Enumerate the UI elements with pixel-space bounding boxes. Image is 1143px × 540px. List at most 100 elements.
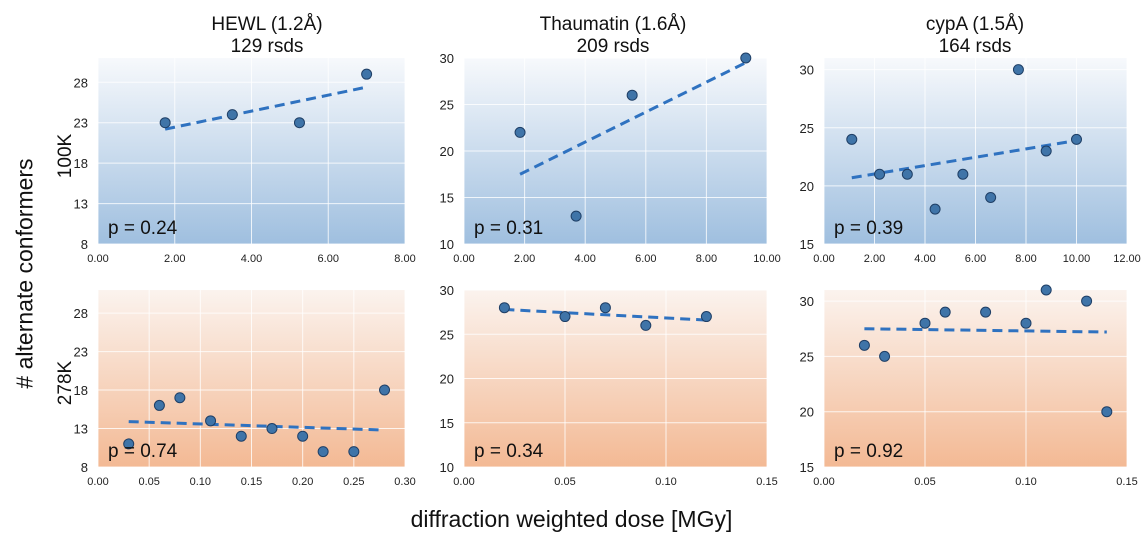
x-tick-label: 2.00 — [514, 253, 535, 265]
x-tick-label: 12.00 — [1113, 253, 1141, 265]
data-point — [957, 168, 969, 180]
x-tick-label: 8.00 — [1015, 253, 1036, 265]
x-tick-label: 8.00 — [394, 253, 415, 265]
data-point — [205, 415, 217, 427]
data-point — [1012, 64, 1024, 76]
data-point — [939, 306, 951, 318]
x-tick-label: 0.15 — [1116, 476, 1137, 488]
x-tick-label: 4.00 — [914, 253, 935, 265]
trend-line — [504, 307, 707, 322]
column-title-line1: Thaumatin (1.6Å) — [539, 14, 687, 35]
x-tick-label: 0.00 — [87, 476, 108, 488]
data-point — [153, 399, 165, 411]
column-title-hewl: HEWL (1.2Å) 129 rsds — [117, 14, 417, 58]
x-tick-label: 8.00 — [696, 253, 717, 265]
data-point — [514, 126, 526, 138]
x-tick-label: 10.00 — [1063, 253, 1091, 265]
y-tick-label: 18 — [74, 383, 88, 398]
x-tick-label: 0.20 — [292, 476, 313, 488]
data-point — [293, 117, 305, 129]
data-point — [348, 446, 360, 458]
x-axis-title: diffraction weighted dose [MGy] — [410, 506, 733, 532]
data-point — [498, 302, 510, 314]
trend-line — [164, 85, 367, 131]
panel-cypa-278k: 0.00 0.05 0.10 0.15 15 20 25 30 p = 0.92 — [800, 284, 1138, 488]
panel-cypa-100k: 0.00 2.00 4.00 6.00 8.00 10.00 12.00 15 20 25 30 p … — [800, 58, 1141, 265]
data-point — [740, 52, 752, 64]
data-point — [1040, 284, 1052, 296]
y-tick-label: 23 — [74, 345, 88, 360]
x-tick-label: 0.05 — [138, 476, 159, 488]
y-tick-label: 30 — [800, 294, 814, 309]
x-tick-label: 2.00 — [864, 253, 885, 265]
x-tick-label: 6.00 — [635, 253, 656, 265]
y-tick-label: 25 — [800, 121, 814, 136]
data-point — [874, 168, 886, 180]
x-tick-label: 6.00 — [318, 253, 339, 265]
x-tick-label: 0.25 — [343, 476, 364, 488]
column-title-line1: cypA (1.5Å) — [925, 14, 1025, 35]
x-tick-label: 0.00 — [87, 253, 108, 265]
x-tick-label: 0.10 — [190, 476, 211, 488]
y-tick-label: 28 — [74, 306, 88, 321]
p-value-annotation: p = 0.39 — [834, 218, 903, 239]
x-tick-label: 2.00 — [164, 253, 185, 265]
data-point — [985, 192, 997, 203]
x-tick-label: 4.00 — [241, 253, 262, 265]
data-point — [266, 423, 278, 435]
y-tick-label: 15 — [800, 237, 814, 252]
y-tick-label: 25 — [440, 327, 454, 342]
data-point — [317, 446, 329, 458]
y-tick-label: 13 — [74, 422, 88, 437]
panel-hewl-278k: 0.00 0.05 0.10 0.15 0.20 0.25 0.30 8 13 18 23 28 p =… — [74, 290, 416, 488]
y-tick-label: 8 — [81, 237, 88, 252]
data-point — [559, 311, 571, 323]
x-tick-label: 10.00 — [753, 253, 781, 265]
data-point — [1101, 406, 1113, 418]
data-point — [626, 89, 638, 101]
p-value-annotation: p = 0.24 — [108, 218, 178, 239]
y-tick-label: 20 — [800, 405, 814, 420]
data-point — [1020, 317, 1032, 329]
data-point — [235, 430, 247, 442]
data-point — [858, 339, 870, 351]
y-tick-label: 20 — [440, 144, 454, 159]
x-tick-label: 0.15 — [756, 476, 777, 488]
data-point — [379, 384, 391, 396]
x-tick-label: 0.10 — [655, 476, 676, 488]
data-point — [1081, 295, 1093, 307]
y-tick-label: 15 — [800, 460, 814, 475]
data-point — [879, 350, 891, 362]
data-point — [700, 311, 712, 323]
data-point — [640, 319, 652, 331]
y-tick-label: 30 — [800, 63, 814, 78]
x-tick-label: 0.05 — [554, 476, 575, 488]
column-title-thaumatin: Thaumatin (1.6Å) 209 rsds — [463, 14, 763, 58]
y-tick-label: 8 — [81, 460, 88, 475]
y-tick-label: 23 — [74, 116, 88, 131]
column-title-line1: HEWL (1.2Å) — [211, 14, 323, 35]
data-point — [901, 168, 913, 180]
data-point — [1040, 145, 1052, 157]
data-point — [361, 68, 373, 80]
panel-thaumatin-278k: 0.00 0.05 0.10 0.15 10 15 20 25 30 p = 0.34 — [440, 283, 778, 488]
data-point — [846, 133, 858, 145]
p-value-annotation: p = 0.31 — [474, 218, 543, 239]
x-tick-label: 0.30 — [394, 476, 415, 488]
x-tick-label: 0.10 — [1015, 476, 1036, 488]
data-point — [570, 210, 582, 222]
y-tick-label: 15 — [440, 191, 454, 206]
trend-line — [128, 420, 385, 432]
data-point — [159, 117, 171, 129]
y-tick-label: 30 — [440, 51, 454, 66]
x-tick-label: 0.05 — [914, 476, 935, 488]
x-tick-label: 0.00 — [813, 253, 834, 265]
trend-line — [864, 327, 1107, 334]
y-tick-label: 25 — [440, 98, 454, 113]
data-point — [1071, 133, 1082, 145]
column-title-line2: 129 rsds — [230, 36, 304, 57]
column-title-line2: 164 rsds — [938, 36, 1012, 57]
y-tick-label: 20 — [800, 179, 814, 194]
data-point — [297, 430, 309, 442]
